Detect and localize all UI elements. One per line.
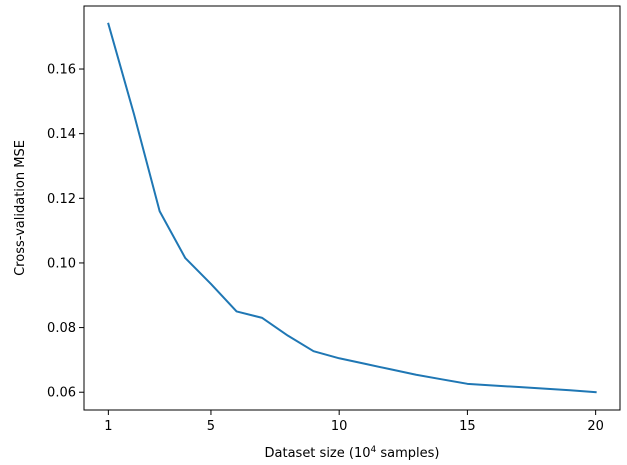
y-tick-label: 0.10: [47, 256, 76, 271]
y-axis-ticks: 0.06 0.08 0.10 0.12 0.14 0.16: [47, 63, 84, 401]
y-tick-label: 0.08: [47, 321, 76, 336]
series-line: [107, 22, 597, 394]
x-axis-label: Dataset size (104 samples): [265, 445, 440, 461]
plot-area: [83, 5, 621, 411]
x-tick-label: 5: [207, 419, 215, 434]
x-tick-label: 1: [104, 419, 112, 434]
y-tick-label: 0.12: [47, 192, 76, 207]
x-tick-label: 15: [459, 419, 476, 434]
x-tick-label: 20: [587, 419, 604, 434]
x-tick-label: 10: [331, 419, 348, 434]
y-tick-label: 0.14: [47, 127, 76, 142]
series-layer: [107, 22, 597, 394]
y-axis-label: Cross-validation MSE: [13, 140, 28, 276]
y-tick-label: 0.16: [47, 63, 76, 78]
y-tick-label: 0.06: [47, 386, 76, 401]
x-axis-ticks: 1 5 10 15 20: [104, 410, 604, 434]
